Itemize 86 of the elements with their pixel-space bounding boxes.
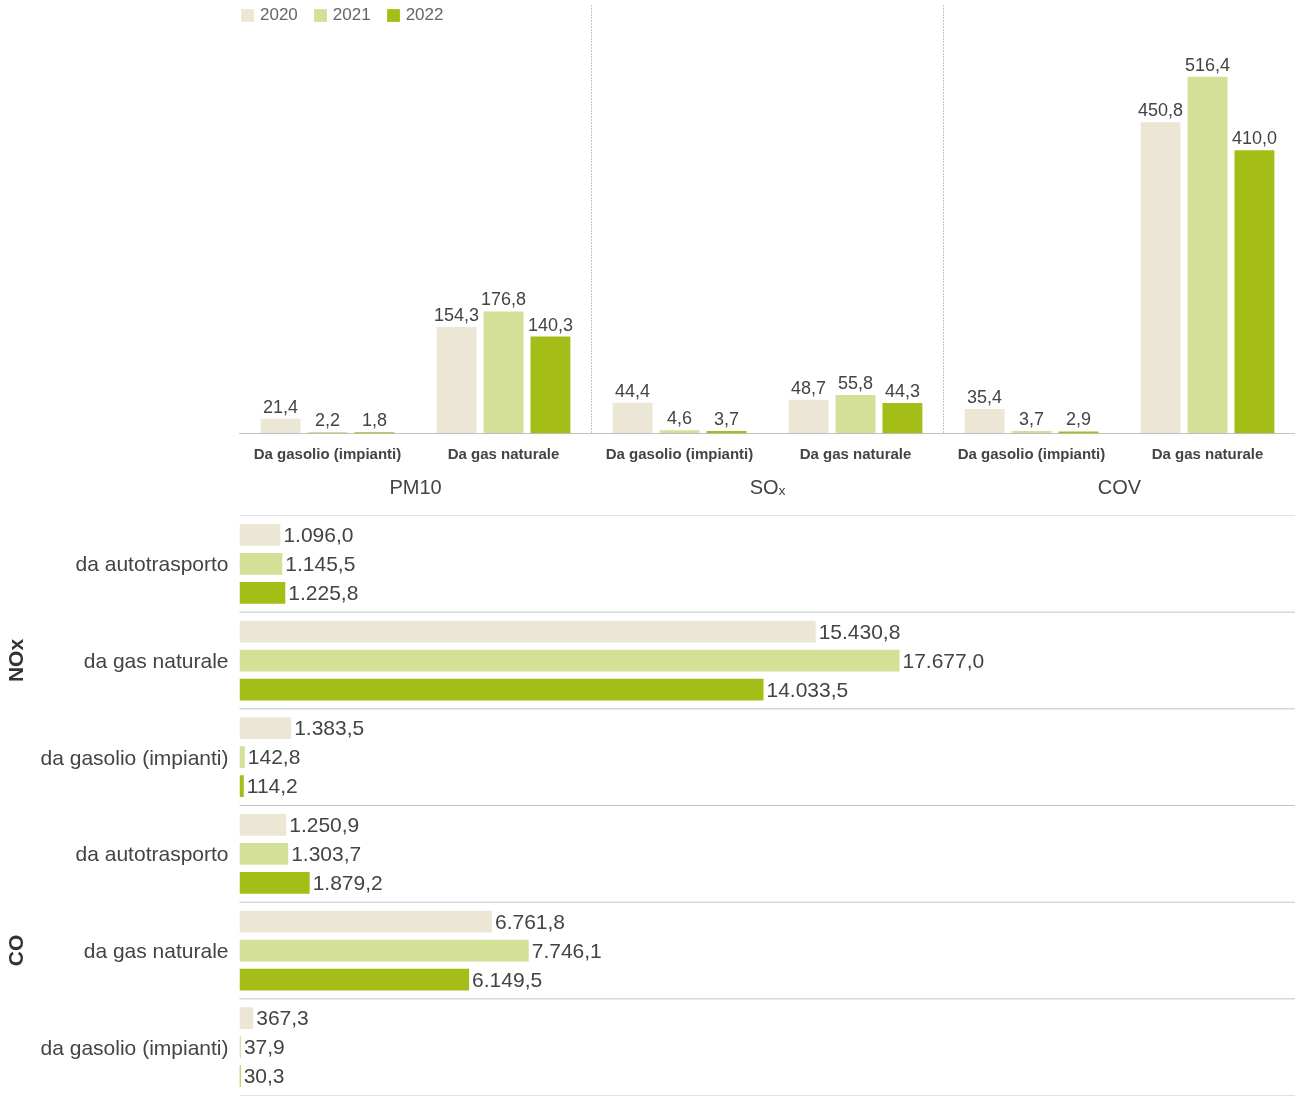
data-label: 6.761,8	[494, 909, 566, 933]
bar	[239, 842, 289, 865]
data-label: 7.746,1	[531, 938, 602, 962]
bar	[239, 649, 900, 672]
bar	[239, 968, 470, 991]
legend-label: 2022	[405, 5, 444, 25]
legend-label: 2021	[332, 5, 371, 25]
text: PM10	[389, 475, 442, 498]
data-label: 17.677,0	[902, 648, 985, 672]
data-label: 44,3	[884, 380, 920, 401]
text: SOₓ	[749, 475, 786, 498]
bar	[239, 813, 287, 836]
text: COV	[1097, 475, 1142, 498]
bar	[239, 552, 283, 575]
bar	[239, 939, 529, 962]
bar	[788, 399, 829, 434]
data-label: 2,9	[1065, 409, 1091, 430]
bar	[436, 326, 477, 434]
bar	[239, 581, 286, 604]
bar	[239, 871, 310, 894]
data-label: 142,8	[247, 745, 301, 769]
data-label: 114,2	[246, 774, 298, 798]
bar	[239, 746, 245, 769]
bar	[612, 402, 653, 434]
data-label: 1.250,9	[289, 812, 360, 836]
data-label: 3,7	[713, 408, 739, 429]
bar	[964, 409, 1005, 434]
data-label: 1.879,2	[312, 870, 383, 894]
data-label: 1.383,5	[294, 716, 365, 740]
data-label: 450,8	[1138, 100, 1184, 121]
data-label: 140,3	[527, 314, 573, 335]
data-label: 1.225,8	[288, 580, 359, 604]
y-tick-label: da autotrasporto	[75, 842, 229, 866]
x-tick-label: Da gasolio (impianti)	[957, 444, 1106, 462]
data-label: 1.096,0	[283, 522, 354, 546]
data-label: 154,3	[434, 304, 480, 325]
bar	[239, 523, 281, 546]
data-label: 55,8	[837, 372, 874, 393]
y-tick-label: da gasolio (impianti)	[40, 1035, 229, 1059]
x-tick-label: Da gas naturale	[1151, 444, 1264, 462]
data-label: 44,4	[615, 380, 651, 401]
data-label: 1,8	[361, 410, 387, 431]
bar	[239, 1007, 254, 1030]
data-label: 48,7	[791, 377, 827, 398]
x-tick-label: Da gas naturale	[799, 444, 912, 462]
data-label: 367,3	[256, 1006, 309, 1030]
data-label: 6.149,5	[472, 967, 543, 991]
data-label: 2,2	[314, 409, 341, 430]
data-label: 37,9	[243, 1035, 285, 1059]
x-tick-label: Da gas naturale	[447, 444, 560, 462]
data-label: 516,4	[1184, 54, 1231, 75]
data-label: 15.430,8	[818, 619, 901, 643]
bar	[1234, 150, 1275, 434]
data-label: 1.145,5	[285, 551, 356, 575]
bar	[1140, 122, 1181, 434]
legend-label: 2020	[260, 5, 298, 25]
data-label: 176,8	[480, 289, 527, 310]
x-tick-label: Da gasolio (impianti)	[605, 444, 754, 462]
y-tick-label: da gas naturale	[83, 939, 229, 962]
text: NOx	[3, 638, 27, 683]
bar	[239, 910, 492, 933]
bar	[239, 620, 816, 643]
data-label: 3,7	[1018, 408, 1045, 429]
y-tick-label: da gasolio (impianti)	[40, 745, 229, 769]
bar	[530, 336, 571, 434]
bar	[835, 394, 876, 434]
data-label: 1.303,7	[291, 841, 362, 865]
bar	[239, 775, 244, 798]
bar	[239, 678, 764, 701]
bar	[882, 402, 923, 434]
bar	[1058, 431, 1099, 434]
bar	[260, 418, 301, 434]
y-tick-label: da gas naturale	[83, 649, 229, 672]
bar	[659, 430, 700, 434]
x-tick-label: Da gasolio (impianti)	[253, 444, 402, 462]
data-label: 30,3	[243, 1064, 285, 1088]
data-label: 35,4	[967, 387, 1003, 408]
bar	[239, 717, 292, 740]
data-label: 21,4	[263, 396, 299, 417]
data-label: 410,0	[1231, 128, 1277, 149]
text: CO	[3, 934, 27, 967]
bar	[483, 311, 524, 434]
data-label: 14.033,5	[766, 677, 849, 701]
data-label: 4,6	[666, 408, 693, 429]
y-tick-label: da autotrasporto	[75, 552, 229, 576]
bar	[1187, 76, 1228, 434]
